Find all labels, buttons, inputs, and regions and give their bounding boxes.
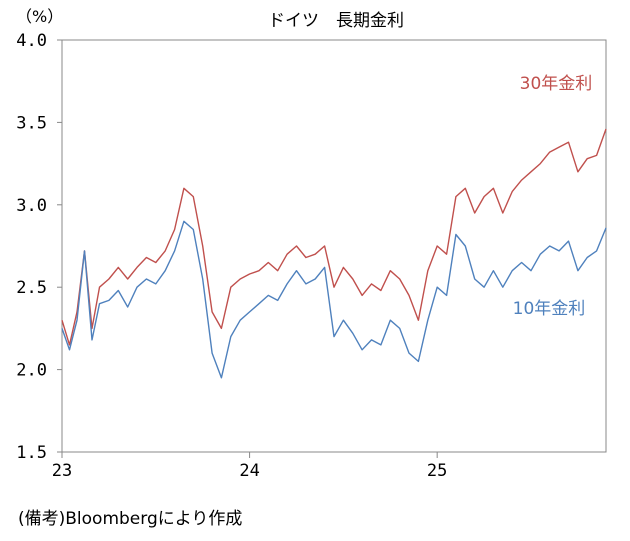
series-labels: 30年金利 10年金利 bbox=[513, 74, 593, 319]
x-tick-label: 24 bbox=[239, 461, 259, 481]
series-line-1 bbox=[61, 128, 607, 346]
series-lines bbox=[61, 128, 607, 379]
source-note: (備考)Bloombergにより作成 bbox=[18, 509, 243, 529]
x-tick-label: 23 bbox=[52, 461, 72, 481]
series-label-1: 30年金利 bbox=[520, 74, 593, 94]
y-tick-label: 3.5 bbox=[16, 113, 47, 133]
x-axis: 23 24 25 bbox=[52, 452, 447, 481]
x-tick-label: 25 bbox=[427, 461, 447, 481]
y-axis: 4.0 3.5 3.0 2.5 2.0 1.5 bbox=[16, 31, 62, 463]
y-tick-label: 4.0 bbox=[16, 31, 47, 51]
chart-title: ドイツ 長期金利 bbox=[268, 11, 404, 31]
y-axis-unit-label: （%） bbox=[16, 7, 63, 26]
series-line-2 bbox=[61, 220, 607, 379]
y-tick-label: 2.5 bbox=[16, 278, 47, 298]
series-label-2: 10年金利 bbox=[513, 299, 586, 319]
plot-area-frame bbox=[61, 39, 607, 453]
y-tick-label: 2.0 bbox=[16, 361, 47, 381]
y-tick-label: 3.0 bbox=[16, 196, 47, 216]
y-tick-label: 1.5 bbox=[16, 443, 47, 463]
